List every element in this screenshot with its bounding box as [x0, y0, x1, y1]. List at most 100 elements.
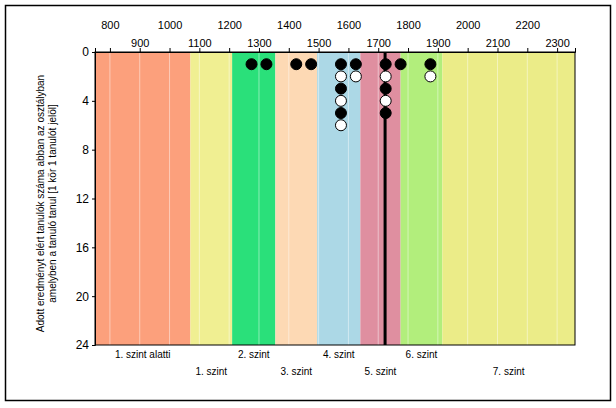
y-tick-label: 0 — [82, 45, 89, 59]
y-tick: 4 — [82, 94, 95, 108]
grid-line — [408, 52, 409, 345]
grid-line — [378, 52, 379, 345]
x-tick: 1900 — [426, 37, 450, 52]
x-tick-label: 1600 — [337, 19, 361, 31]
x-tick-mark — [468, 48, 469, 52]
level-band — [401, 52, 443, 345]
x-tick-mark — [110, 48, 111, 52]
y-tick-label: 24 — [76, 338, 90, 352]
x-tick: 1200 — [217, 19, 241, 52]
x-axis: 800 900 1000 1100 1200 1300 1400 1500 1600 1700 18… — [96, 19, 576, 53]
y-tick-label: 20 — [76, 290, 90, 304]
y-tick: 12 — [76, 192, 95, 206]
grid-line — [288, 52, 289, 345]
x-tick-label: 1400 — [277, 19, 301, 31]
y-tick-mark — [92, 101, 95, 102]
x-tick: 2000 — [456, 19, 480, 52]
band-label: 4. szint — [323, 349, 355, 360]
student-point — [335, 120, 346, 131]
x-tick-label: 1200 — [217, 19, 241, 31]
student-point — [335, 59, 346, 70]
level-band — [232, 52, 275, 345]
student-point — [380, 59, 391, 70]
student-point — [395, 59, 406, 70]
x-tick: 2300 — [545, 37, 569, 52]
x-tick-mark — [170, 48, 171, 52]
y-tick-mark — [92, 247, 95, 248]
y-tick: 20 — [76, 290, 95, 304]
x-tick-label: 2300 — [545, 37, 569, 49]
grid-line — [169, 52, 170, 345]
y-tick-mark — [92, 150, 95, 151]
band-label: 3. szint — [280, 366, 312, 377]
student-point — [425, 59, 436, 70]
band-label: 1. szint — [195, 366, 227, 377]
y-tick-mark — [92, 52, 95, 53]
x-tick-label: 1700 — [366, 37, 390, 49]
grid-line — [258, 52, 259, 345]
level-band — [442, 52, 575, 345]
grid-line — [109, 52, 110, 345]
x-tick-label: 1800 — [396, 19, 420, 31]
x-tick: 2100 — [486, 37, 510, 52]
level-band — [275, 52, 317, 345]
x-tick-label: 1100 — [188, 37, 212, 49]
x-tick: 2200 — [516, 19, 540, 52]
student-point — [306, 59, 317, 70]
grid-line — [437, 52, 438, 345]
student-point — [380, 83, 391, 94]
student-point — [261, 59, 272, 70]
grid-line — [139, 52, 140, 345]
y-tick-label: 12 — [76, 192, 90, 206]
grid-line — [199, 52, 200, 345]
x-tick-label: 1900 — [426, 37, 450, 49]
y-tick-label: 16 — [76, 241, 90, 255]
level-band — [317, 52, 360, 345]
student-point — [335, 108, 346, 119]
grid-line — [318, 52, 319, 345]
grid-line — [467, 52, 468, 345]
plot-frame — [95, 52, 575, 345]
band-label: 2. szint — [238, 349, 270, 360]
x-tick: 1500 — [307, 37, 331, 52]
student-point — [380, 108, 391, 119]
y-tick-mark — [92, 345, 95, 346]
x-tick-mark — [289, 48, 290, 52]
y-axis-title: Adott eredményt elért tanulók száma abba… — [35, 75, 46, 332]
x-tick-label: 800 — [101, 19, 119, 31]
y-tick: 24 — [76, 338, 95, 352]
x-tick-mark — [348, 48, 349, 52]
x-tick-label: 1300 — [247, 37, 271, 49]
level-band — [95, 52, 190, 345]
x-tick-label: 900 — [131, 37, 149, 49]
x-tick: 1700 — [366, 37, 390, 52]
level-band — [190, 52, 232, 345]
student-point — [350, 59, 361, 70]
student-point — [425, 71, 436, 82]
x-tick-label: 2100 — [486, 37, 510, 49]
x-tick-label: 1000 — [158, 19, 182, 31]
student-point — [335, 71, 346, 82]
grid-line — [557, 52, 558, 345]
y-axis: 0 4 8 12 16 20 24 — [76, 45, 96, 352]
grid-line — [527, 52, 528, 345]
x-tick-label: 1500 — [307, 37, 331, 49]
y-tick: 8 — [82, 143, 95, 157]
student-point — [350, 71, 361, 82]
y-tick-label: 4 — [82, 94, 89, 108]
x-tick: 800 — [101, 19, 119, 52]
figure-frame — [6, 6, 611, 401]
x-tick-mark — [408, 48, 409, 52]
x-tick: 1100 — [188, 37, 212, 52]
y-axis-line — [92, 53, 96, 346]
x-tick-label: 2000 — [456, 19, 480, 31]
x-tick: 1400 — [277, 19, 301, 52]
x-tick: 1600 — [337, 19, 361, 52]
student-point — [380, 71, 391, 82]
x-tick: 900 — [131, 37, 149, 52]
y-axis-title: amelyben a tanuló tanul [1 kör 1 tanulót… — [47, 104, 58, 303]
grid-line — [497, 52, 498, 345]
student-point — [335, 83, 346, 94]
x-tick: 1300 — [247, 37, 271, 52]
y-tick: 0 — [82, 45, 95, 59]
